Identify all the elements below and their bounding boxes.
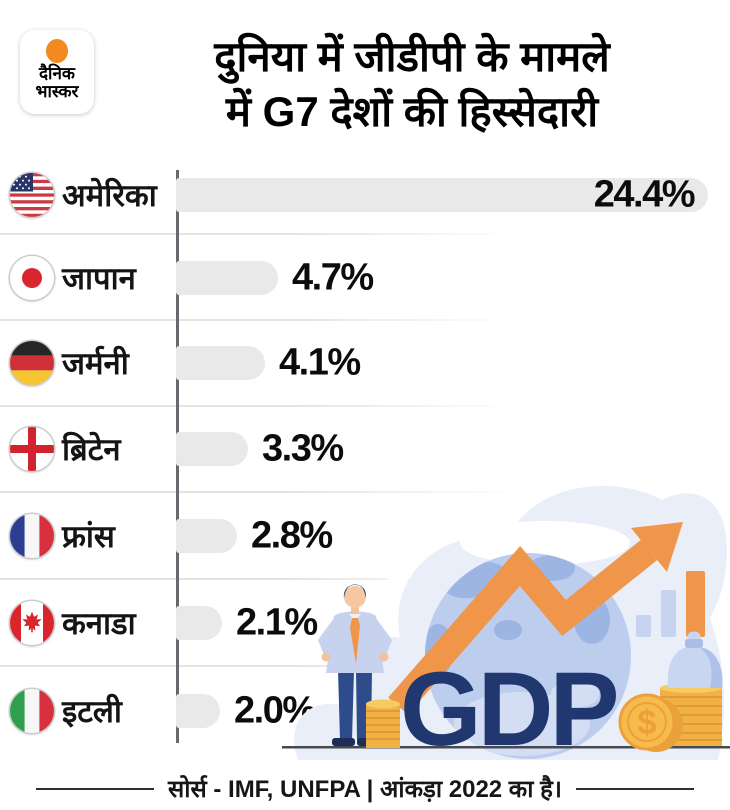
- flag-usa-icon: [10, 173, 54, 217]
- bar-usa: [176, 178, 708, 212]
- country-label: जापान: [62, 261, 136, 296]
- bar-britain: [176, 432, 248, 466]
- flag-britain-icon: [10, 427, 54, 471]
- title-line2: में G7 देशों की हिस्सेदारी: [225, 87, 599, 135]
- value-label: 4.1%: [279, 341, 361, 384]
- chart-row-france: फ्रांस 2.8%: [0, 514, 730, 558]
- bar-france: [176, 519, 237, 553]
- flag-japan-icon: [10, 256, 54, 300]
- cloud-icons: [384, 502, 630, 581]
- value-label: 2.8%: [251, 514, 333, 557]
- row-divider: [0, 665, 520, 667]
- source-text: सोर्स - IMF, UNFPA | आंकड़ा 2022 का है।: [168, 776, 562, 803]
- bar-canada: [176, 606, 222, 640]
- money-bag-icon: [667, 631, 723, 688]
- chart-row-canada: कनाडा 2.1%: [0, 601, 730, 645]
- value-label: 3.3%: [262, 427, 344, 470]
- growth-arrow-icon: [388, 522, 683, 715]
- chart-row-usa: अमेरिका 24.4%: [0, 173, 730, 217]
- flag-france-icon: [10, 514, 54, 558]
- country-label: जर्मनी: [62, 346, 129, 381]
- row-divider: [0, 405, 520, 407]
- footer-rule-right: [575, 787, 694, 790]
- gdp-word: GDP: [400, 651, 617, 760]
- flag-germany-icon: [10, 341, 54, 385]
- country-label: अमेरिका: [62, 178, 157, 213]
- bar-japan: [176, 261, 278, 295]
- mini-bar-chart-icon: [636, 571, 705, 637]
- flag-canada-icon: [10, 601, 54, 645]
- chart-row-japan: जापान 4.7%: [0, 256, 730, 300]
- title-line1: दुनिया में जीडीपी के मामले: [214, 33, 610, 80]
- ground-line: [282, 746, 730, 749]
- chart-row-britain: ब्रिटेन 3.3%: [0, 427, 730, 471]
- country-label: ब्रिटेन: [62, 432, 121, 467]
- country-label: इटली: [62, 694, 122, 729]
- value-label: 24.4%: [593, 173, 696, 216]
- footer-rule-left: [36, 787, 155, 790]
- chart-row-germany: जर्मनी 4.1%: [0, 341, 730, 385]
- logo-line1: दैनिक: [39, 64, 75, 83]
- country-label: फ्रांस: [62, 519, 115, 554]
- logo-line2: भास्कर: [35, 81, 79, 101]
- dollar-sign: $: [638, 704, 657, 742]
- row-divider: [0, 491, 520, 493]
- coin-stack-small-icon: [366, 699, 400, 748]
- value-label: 2.1%: [236, 601, 318, 644]
- source-footer: सोर्स - IMF, UNFPA | आंकड़ा 2022 का है।: [0, 772, 730, 805]
- flag-italy-icon: [10, 689, 54, 733]
- bar-italy: [176, 694, 220, 728]
- dollar-coin-icon: $: [618, 693, 683, 752]
- page-title: दुनिया में जीडीपी के मामले में G7 देशों …: [106, 30, 718, 139]
- row-divider: [0, 578, 520, 580]
- value-label: 4.7%: [292, 256, 374, 299]
- row-divider: [0, 319, 520, 321]
- bar-germany: [176, 346, 265, 380]
- dainik-bhaskar-logo: दैनिक भास्कर: [20, 30, 94, 114]
- country-label: कनाडा: [62, 606, 136, 641]
- businessman-icon: [318, 584, 392, 746]
- row-divider: [0, 233, 520, 235]
- gdp-growth-illustration: GDP $: [282, 485, 730, 760]
- logo-sun-icon: [46, 39, 68, 63]
